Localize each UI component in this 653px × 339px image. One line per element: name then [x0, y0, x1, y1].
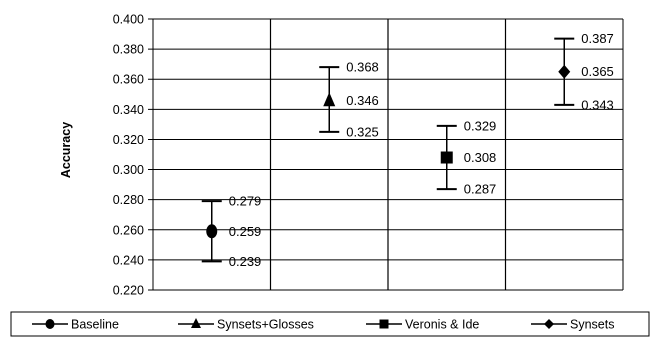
error-bar-veronis-ide: 0.329 0.308 0.287 [436, 118, 497, 197]
data-label-lower: 0.343 [581, 97, 614, 112]
legend-box [10, 311, 650, 337]
data-point-marker [323, 92, 336, 107]
y-tick-label: 0.220 [113, 284, 144, 298]
legend-item: Baseline [32, 318, 119, 332]
legend-item: Synsets [531, 318, 614, 332]
legend-item: Veronis & Ide [366, 318, 479, 332]
data-label-mean: 0.346 [346, 93, 379, 108]
y-tick-label: 0.240 [113, 253, 144, 267]
y-tick-label: 0.320 [113, 133, 144, 147]
data-label-upper: 0.368 [346, 60, 379, 75]
data-label-lower: 0.239 [229, 254, 262, 269]
legend-item: Synsets+Glosses [178, 318, 314, 332]
data-label-lower: 0.287 [464, 182, 497, 197]
data-label-upper: 0.279 [229, 194, 262, 209]
y-tick-label: 0.280 [113, 193, 144, 207]
legend-label: Baseline [71, 318, 119, 332]
y-axis-label: Accuracy [59, 122, 73, 178]
data-label-mean: 0.259 [229, 224, 262, 239]
y-tick-label: 0.380 [113, 43, 144, 57]
legend-marker [45, 319, 55, 329]
legend-marker [379, 319, 389, 329]
legend-marker [191, 318, 201, 328]
data-label-lower: 0.325 [346, 124, 379, 139]
data-point-marker [440, 151, 453, 164]
error-bar-synsets: 0.387 0.365 0.343 [554, 31, 614, 112]
data-label-upper: 0.387 [581, 31, 614, 46]
legend-label: Veronis & Ide [405, 318, 479, 332]
legend: Baseline Synsets+Glosses Veronis & Ide Syns… [10, 311, 650, 337]
legend-label: Synsets [570, 318, 614, 332]
data-point-marker [206, 224, 218, 239]
y-tick-labels: 0.400 0.380 0.360 0.340 0.320 0.300 0.280 0.260… [113, 13, 144, 298]
legend-marker [544, 319, 554, 329]
error-bar-synsets-glosses: 0.368 0.346 0.325 [319, 60, 379, 139]
data-label-mean: 0.365 [581, 64, 614, 79]
y-tick-label: 0.340 [113, 103, 144, 117]
y-tick-label: 0.300 [113, 163, 144, 177]
data-label-mean: 0.308 [464, 150, 497, 165]
error-bars: 0.279 0.259 0.239 0.368 0.346 0.325 0.329 0.308… [201, 31, 614, 269]
data-label-upper: 0.329 [464, 118, 497, 133]
data-point-marker [558, 64, 571, 79]
y-tick-label: 0.400 [113, 13, 144, 27]
legend-label: Synsets+Glosses [217, 318, 314, 332]
y-tick-label: 0.360 [113, 73, 144, 87]
error-bar-baseline: 0.279 0.259 0.239 [201, 194, 262, 269]
grid [148, 18, 624, 291]
y-tick-label: 0.260 [113, 223, 144, 237]
